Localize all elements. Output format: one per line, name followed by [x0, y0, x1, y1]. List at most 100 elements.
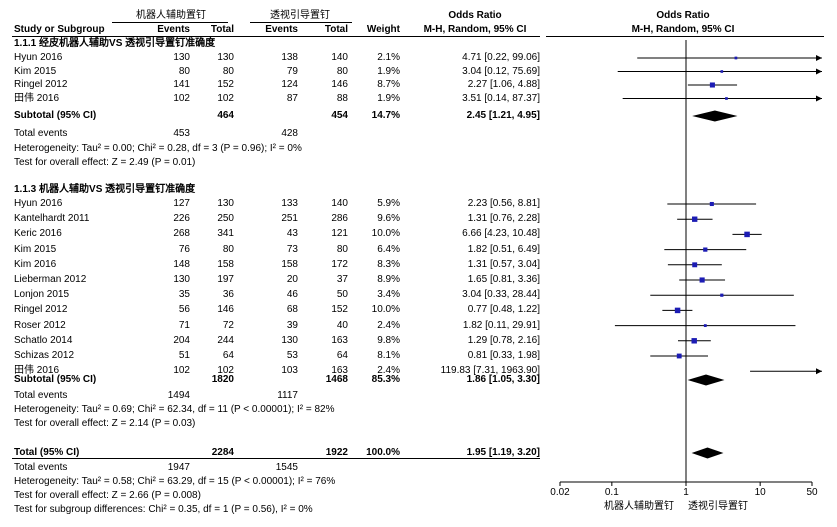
subgroup-2-study-5-marker [692, 262, 698, 268]
subgroup-2-study-row-w: 9.8% [377, 334, 400, 346]
subgroup-2-study-row-t1: 130 [217, 198, 234, 209]
subgroup-1-heterogeneity: Heterogeneity: Tau² = 0.00; Chi² = 0.28,… [14, 143, 302, 154]
subgroup-2-study-12-arrow-right [816, 368, 822, 375]
subgroup-2-study-row-w: 2.4% [377, 365, 400, 377]
subgroup-2-study-4-marker [703, 247, 708, 252]
subgroup-2-study-row-t1: 341 [217, 228, 234, 240]
subgroup-1-study-row-t1: 102 [217, 92, 234, 104]
subgroup-2-study-row-e2: 73 [286, 243, 298, 255]
subgroup-1-study-row-ci: 3.51 [0.14, 87.37] [462, 92, 540, 104]
subgroup-1-study-1-marker [734, 56, 738, 60]
subgroup-1-subtotal-w: 14.7% [371, 110, 400, 121]
subgroup-1-study-4-marker [725, 97, 728, 100]
subgroup-2-study-row-e2: 43 [286, 228, 298, 240]
subgroup-1-study-row-w: 8.7% [377, 79, 400, 90]
subgroup-2-study-6-marker [699, 277, 705, 283]
subgroup-2-study-row-ci: 2.23 [0.56, 8.81] [467, 198, 540, 209]
total2-header: Total [324, 24, 348, 35]
subgroup-1-study-row-name: Hyun 2016 [14, 52, 63, 63]
subgroup-2-study-row-t2: 80 [336, 243, 348, 255]
subgroup-2-study-row-w: 10.0% [371, 304, 400, 316]
subgroup-2-subtotal-t1: 1820 [211, 374, 234, 385]
subgroup-2-study-row-name: Ringel 2012 [14, 304, 68, 316]
x-tick-label-0: 0.02 [550, 487, 570, 498]
subgroup-differences: Test for subgroup differences: Chi² = 0.… [14, 504, 313, 515]
subgroup-2-study-11-marker [676, 353, 682, 359]
subgroup-2-study-row-e1: 71 [178, 319, 190, 331]
subgroup-2-study-row-t2: 286 [331, 213, 348, 225]
total-row-t2: 1922 [325, 447, 348, 458]
subgroup-1-study-row-w: 1.9% [377, 65, 400, 77]
subgroup-1-study-row-t2: 140 [331, 52, 348, 63]
subgroup-2-study-row-ci: 0.77 [0.48, 1.22] [467, 304, 540, 316]
subgroup-1-study-2-marker [720, 70, 724, 73]
x-tick-label-3: 10 [754, 487, 766, 498]
subgroup-2-study-row-t2: 163 [331, 334, 348, 346]
subgroup-2-study-row-t2: 172 [331, 258, 348, 270]
subgroup-1-study-row-name: Kim 2015 [14, 65, 57, 77]
subgroup-2-study-row-w: 8.9% [377, 274, 400, 285]
table-header-rule [12, 36, 540, 37]
subgroup-2-study-row-t2: 121 [331, 228, 348, 240]
subgroup-1-study-row-name: Ringel 2012 [14, 79, 68, 90]
subgroup-2-study-row-w: 6.4% [377, 243, 400, 255]
subgroup-1-study-row-e2: 138 [281, 52, 298, 63]
subgroup-2-study-row-t2: 152 [331, 304, 348, 316]
total-diamond [691, 447, 724, 459]
subgroup-2-study-row-e2: 68 [286, 304, 298, 316]
group2-header: 透视引导置钉 [270, 10, 330, 21]
subgroup-2-diamond [687, 374, 725, 386]
subgroup-2-title: 1.1.3 机器人辅助VS 透视引导置钉准确度 [14, 184, 196, 195]
subgroup-2-study-row-name: Kim 2015 [14, 243, 57, 255]
plot-header-rule [546, 36, 824, 37]
subgroup-2-study-row-e1: 76 [178, 243, 190, 255]
subgroup-1-study-3-marker [709, 82, 715, 88]
subgroup-2-study-row-e2: 103 [281, 365, 298, 377]
or-column-title: Odds Ratio [448, 10, 502, 21]
subgroup-2-study-row-t1: 158 [217, 258, 234, 270]
subgroup-2-total-events-label: Total events [14, 390, 68, 401]
subgroup-1-total-events-2: 428 [281, 128, 298, 139]
total1-header: Total [210, 24, 234, 35]
subgroup-2-study-2-marker [692, 216, 698, 222]
subgroup-2-study-row-w: 3.4% [377, 289, 400, 301]
subgroup-2-study-row-e2: 251 [281, 213, 298, 225]
subgroup-2-study-row-ci: 119.83 [7.31, 1963.90] [440, 365, 540, 377]
subgroup-2-study-row-e1: 56 [178, 304, 190, 316]
table-bottom-rule [12, 458, 540, 459]
subgroup-1-study-row-w: 1.9% [377, 92, 400, 104]
subgroup-2-study-row-t1: 250 [217, 213, 234, 225]
group1-underline [112, 22, 228, 23]
x-tick-label-4: 50 [806, 487, 818, 498]
subgroup-1-study-row-name: 田伟 2016 [14, 92, 60, 104]
subgroup-2-study-row-e1: 130 [173, 274, 190, 285]
total-overall-effect: Test for overall effect: Z = 2.66 (P = 0… [14, 490, 201, 501]
subgroup-2-study-row-name: Lieberman 2012 [14, 274, 87, 285]
subgroup-1-study-row-e1: 141 [173, 79, 190, 90]
subgroup-1-subtotal-name: Subtotal (95% CI) [14, 110, 97, 121]
subgroup-2-study-row-ci: 1.82 [0.11, 29.91] [462, 319, 540, 331]
subgroup-2-heterogeneity: Heterogeneity: Tau² = 0.69; Chi² = 62.34… [14, 404, 335, 415]
subgroup-2-study-row-e1: 102 [173, 365, 190, 377]
x-tick-label-1: 0.1 [604, 487, 619, 498]
subgroup-2-study-row-e2: 46 [286, 289, 298, 301]
subgroup-1-study-row-t1: 80 [222, 65, 234, 77]
total-row-label: Total (95% CI) [14, 447, 80, 458]
subgroup-2-study-row-t1: 244 [217, 334, 234, 346]
subgroup-2-study-row-e1: 127 [173, 198, 190, 209]
subgroup-2-study-row-name: Keric 2016 [14, 228, 62, 240]
subgroup-2-study-row-ci: 1.29 [0.78, 2.16] [467, 334, 540, 346]
favours-left-label: 机器人辅助置钉 [604, 501, 674, 512]
subgroup-2-study-row-ci: 1.31 [0.76, 2.28] [467, 213, 540, 225]
total-events-2: 1545 [275, 462, 298, 473]
subgroup-1-study-row-e1: 130 [173, 52, 190, 63]
subgroup-2-study-row-e2: 158 [281, 258, 298, 270]
subgroup-1-study-row-e2: 79 [286, 65, 298, 77]
subgroup-1-overall-effect: Test for overall effect: Z = 2.49 (P = 0… [14, 157, 196, 168]
subgroup-2-study-row-t1: 36 [222, 289, 234, 301]
subgroup-2-study-row-w: 8.3% [377, 258, 400, 270]
study-column-header: Study or Subgroup [14, 24, 105, 35]
subgroup-2-study-8-marker [674, 307, 681, 314]
subgroup-2-study-row-name: Roser 2012 [14, 319, 66, 331]
